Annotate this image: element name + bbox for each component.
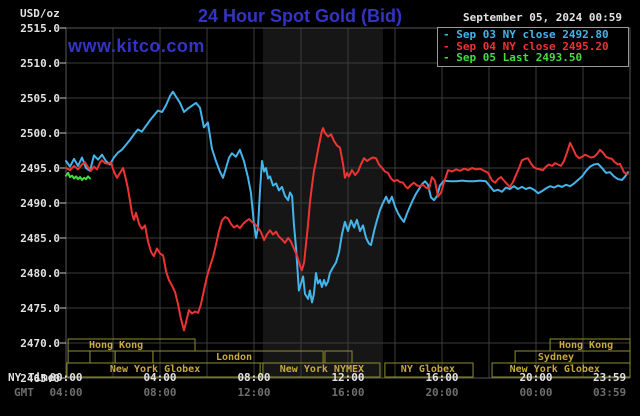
session-label-new-york-globex: New York Globex	[109, 364, 201, 375]
session-label-hong-kong: Hong Kong	[88, 340, 144, 351]
y-axis-label: 2490.0	[20, 197, 60, 210]
x-axis-ny-time-label: NY Time	[8, 371, 55, 384]
y-axis-label: 2515.0	[20, 22, 60, 35]
x-axis-label-gmt: 16:00	[331, 386, 365, 399]
x-axis-label-ny: 00:00	[49, 371, 83, 384]
session-label-ny-globex: NY Globex	[400, 364, 455, 375]
x-axis-label-ny: 20:00	[519, 371, 553, 384]
legend-item-1: - Sep 04 NY close 2495.20	[443, 39, 609, 53]
session-label-new-york-nymex: New York NYMEX	[279, 364, 365, 375]
session-box	[114, 350, 154, 364]
session-box	[384, 362, 474, 378]
legend-box: - Sep 03 NY close 2492.80- Sep 04 NY clo…	[437, 27, 629, 67]
chart-datetime: September 05, 2024 00:59	[463, 11, 622, 24]
x-axis-label-gmt: 00:00	[519, 386, 553, 399]
y-axis-label: 2485.0	[20, 232, 60, 245]
x-axis-label-ny: 08:00	[237, 371, 271, 384]
session-box	[262, 362, 381, 378]
session-label-new-york-globex: New York Globex	[509, 364, 600, 375]
y-axis-label: 2500.0	[20, 127, 60, 140]
series-line-sep-03	[65, 90, 629, 304]
x-axis-label-ny: 16:00	[425, 371, 459, 384]
legend-item-0: - Sep 03 NY close 2492.80	[443, 28, 609, 41]
x-axis-label-gmt: 08:00	[143, 386, 177, 399]
x-axis-label-ny: 23:59	[592, 371, 627, 384]
x-axis-label-ny: 12:00	[331, 371, 365, 384]
series-line-sep-05	[65, 171, 91, 181]
series-line-sep-04	[65, 127, 629, 332]
kitco-watermark: www.kitco.com	[68, 36, 205, 56]
session-box	[67, 350, 91, 364]
legend-item-2: - Sep 05 Last 2493.50	[443, 51, 583, 64]
x-axis-label-gmt: 20:00	[425, 386, 459, 399]
y-axis-label: 2465.0	[20, 372, 60, 385]
y-axis-label: 2470.0	[20, 337, 60, 350]
x-axis-gmt-label: GMT	[14, 386, 34, 399]
x-axis-label-ny: 04:00	[143, 371, 177, 384]
y-axis-label: 2510.0	[20, 57, 60, 70]
y-axis-label: 2495.0	[20, 162, 60, 175]
y-axis-label: 2480.0	[20, 267, 60, 280]
y-axis-unit-label: USD/oz	[20, 7, 60, 20]
session-box	[66, 362, 261, 378]
x-axis-label-gmt: 12:00	[237, 386, 271, 399]
session-label-london: London	[215, 352, 253, 363]
session-label-hong-kong: Hong Kong	[558, 340, 614, 351]
y-axis-label: 2475.0	[20, 302, 60, 315]
session-box	[89, 350, 116, 364]
session-label-sydney: Sydney	[537, 352, 575, 363]
x-axis-label-gmt: 03:59	[592, 386, 627, 399]
x-axis-label-gmt: 04:00	[49, 386, 83, 399]
session-box	[491, 362, 631, 378]
y-axis-label: 2505.0	[20, 92, 60, 105]
chart-title: 24 Hour Spot Gold (Bid)	[198, 6, 402, 26]
